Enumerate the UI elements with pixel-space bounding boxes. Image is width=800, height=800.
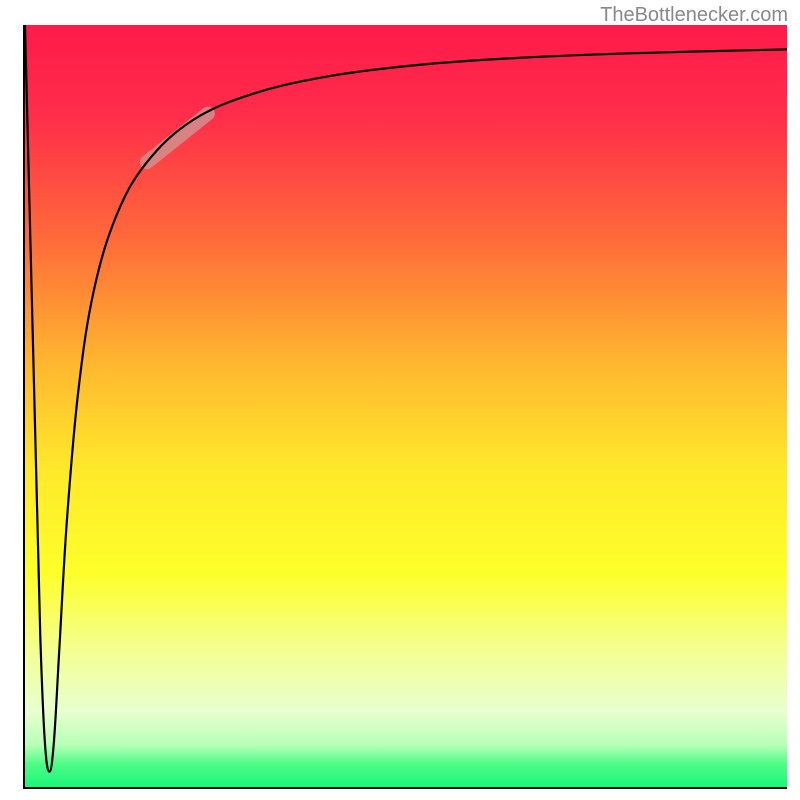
y-axis — [23, 25, 25, 789]
x-axis — [23, 787, 787, 789]
chart-container: TheBottlenecker.com — [0, 0, 800, 800]
watermark-text: TheBottlenecker.com — [600, 4, 788, 27]
gradient-background — [25, 25, 787, 787]
plot-area — [25, 25, 787, 787]
